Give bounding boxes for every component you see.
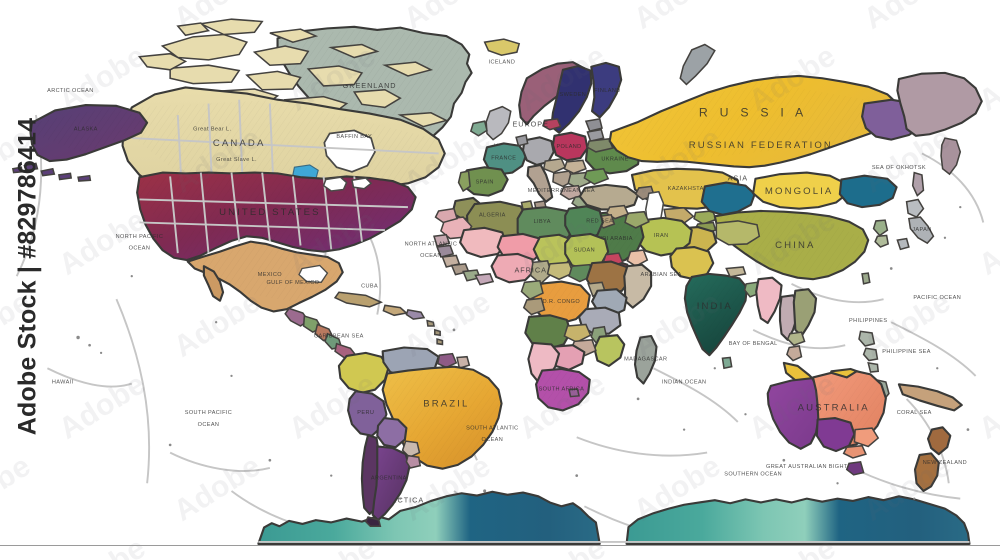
label-north-pacific: NORTH PACIFIC xyxy=(116,234,164,240)
label-mexico: MEXICO xyxy=(258,272,282,278)
label-brazil: BRAZIL xyxy=(423,399,469,410)
label-baffin-bay: BAFFIN BAY xyxy=(336,134,372,140)
ocean-labels: ARCTIC OCEAN NORTH ATLANTIC OCEAN SOUTH … xyxy=(47,88,961,478)
region-east-asia: MONGOLIA CHINA JAPAN xyxy=(700,171,935,285)
label-arabian-sea: ARABIAN SEA xyxy=(640,272,681,278)
label-cuba: CUBA xyxy=(361,284,378,290)
label-north-pacific-2: OCEAN xyxy=(129,245,151,251)
stock-credit-text: Adobe Stock | #829786414 xyxy=(13,117,42,436)
label-coral-sea: CORAL SEA xyxy=(897,410,932,416)
island-dots xyxy=(22,205,970,500)
region-alaska: ALASKA xyxy=(11,104,149,182)
region-south-asia: INDIA xyxy=(683,266,818,370)
label-india: INDIA xyxy=(697,301,733,312)
label-japan: JAPAN xyxy=(912,227,931,233)
region-united-states: UNITED STATES xyxy=(136,171,417,262)
label-gulf-of-mexico: GULF OF MEXICO xyxy=(266,280,319,286)
label-dr-congo: D.R. CONGO xyxy=(543,299,581,305)
label-sudan: SUDAN xyxy=(574,248,595,254)
region-australia: AUSTRALIA NEW ZEALAND xyxy=(766,370,967,493)
label-ukraine: UKRAINE xyxy=(601,156,628,162)
label-iceland: ICELAND xyxy=(489,60,516,66)
label-philippines: PHILIPPINES xyxy=(849,318,887,324)
label-south-atlantic-2: OCEAN xyxy=(482,437,504,443)
label-poland: POLAND xyxy=(556,144,581,150)
label-sweden: SWEDEN xyxy=(560,92,587,98)
label-hawaii: HAWAII xyxy=(52,380,74,386)
region-western-europe: FRANCE SPAIN POLAND UKRAINE EUROPE xyxy=(457,118,641,211)
label-greenland: GREENLAND xyxy=(343,81,397,90)
label-finland: FINLAND xyxy=(594,88,620,94)
label-mongolia: MONGOLIA xyxy=(765,186,834,197)
label-south-pacific: SOUTH PACIFIC xyxy=(185,410,232,416)
label-lake: Great Slave L. xyxy=(216,157,257,163)
label-pacific-ocean: PACIFIC OCEAN xyxy=(913,295,961,301)
region-iceland: ICELAND xyxy=(483,38,521,66)
label-algeria: ALGERIA xyxy=(479,212,506,218)
label-caribbean-sea: CARIBBEAN SEA xyxy=(314,334,364,340)
label-peru: PERU xyxy=(357,410,374,416)
region-russia: R U S S I A RUSSIAN FEDERATION xyxy=(608,43,983,197)
label-bay-of-bengal: BAY OF BENGAL xyxy=(729,341,778,347)
label-africa: AFRICA xyxy=(514,265,546,274)
label-north-atlantic: NORTH ATLANTIC xyxy=(405,241,458,247)
label-new-zealand: NEW ZEALAND xyxy=(923,460,967,466)
label-lake: Great Bear L. xyxy=(193,126,231,132)
label-russian-federation: RUSSIAN FEDERATION xyxy=(689,140,833,151)
label-southern-ocean: SOUTHERN OCEAN xyxy=(724,472,782,478)
label-asia: ASIA xyxy=(728,173,748,182)
label-russia: R U S S I A xyxy=(699,106,807,120)
label-great-australian-bight: GREAT AUSTRALIAN BIGHT xyxy=(766,464,848,470)
label-libya: LIBYA xyxy=(534,219,551,225)
label-arctic-ocean: ARCTIC OCEAN xyxy=(47,88,94,94)
label-north-atlantic-2: OCEAN xyxy=(420,253,442,259)
region-south-america: BRAZIL ARGENTINA PERU xyxy=(337,346,503,528)
credit-divider xyxy=(0,545,1000,546)
label-madagascar: MADAGASCAR xyxy=(624,357,667,363)
label-spain: SPAIN xyxy=(476,179,494,185)
region-mexico: MEXICO xyxy=(186,240,344,313)
label-mediterranean: MEDITERRANEAN SEA xyxy=(528,188,595,194)
label-iran: IRAN xyxy=(654,233,669,239)
label-south-pacific-2: OCEAN xyxy=(198,422,220,428)
label-indian-ocean: INDIAN OCEAN xyxy=(662,380,707,386)
label-argentina: ARGENTINA xyxy=(371,475,407,481)
label-china: CHINA xyxy=(775,240,815,251)
region-canada: CANADA Great Bear L. Great Slave L. xyxy=(121,86,446,196)
region-scandinavia: SWEDEN FINLAND xyxy=(518,61,623,134)
label-philippine-sea: PHILIPPINE SEA xyxy=(882,349,931,355)
label-sea-of-okhotsk: SEA OF OKHOTSK xyxy=(872,165,926,171)
label-kazakhstan: KAZAKHSTAN xyxy=(668,186,708,192)
region-africa: AFRICA ALGERIA LIBYA SUDAN D.R. CONGO SO… xyxy=(433,196,667,412)
label-europe: EUROPE xyxy=(512,120,548,129)
label-alaska: ALASKA xyxy=(74,126,98,132)
label-united-states: UNITED STATES xyxy=(219,207,321,218)
label-red-sea: RED SEA xyxy=(586,218,613,224)
label-south-africa: SOUTH AFRICA xyxy=(539,386,585,392)
label-australia: AUSTRALIA xyxy=(798,402,870,413)
label-saudi-arabia: SAUDI ARABIA xyxy=(590,236,633,242)
region-central-america: CUBA xyxy=(284,284,444,360)
label-canada: CANADA xyxy=(213,138,266,149)
label-south-atlantic: SOUTH ATLANTIC xyxy=(466,426,518,432)
label-france: FRANCE xyxy=(491,156,516,162)
